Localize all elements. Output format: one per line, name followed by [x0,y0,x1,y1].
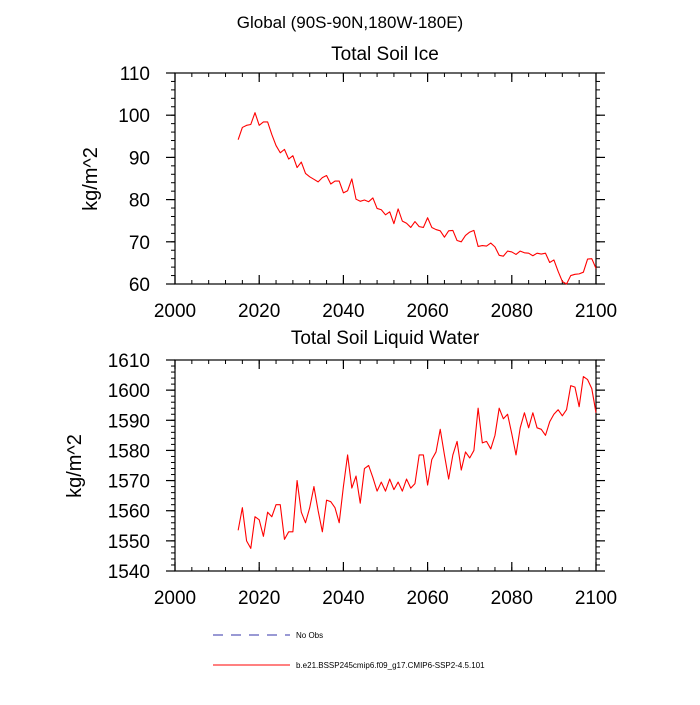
legend: No Obs b.e21.BSSP245cmip6.f09_g17.CMIP6-… [213,631,485,670]
x-tick-label: 2100 [575,301,617,322]
y-tick-label: 1550 [108,532,150,553]
x-tick-label: 2060 [406,588,448,609]
y-tick-label: 1570 [108,472,150,493]
y-tick-label: 80 [129,191,150,212]
y-tick-label: 90 [129,148,150,169]
y-axis-label-soil-ice: kg/m^2 [80,147,102,211]
legend-model-label: b.e21.BSSP245cmip6.f09_g17.CMIP6-SSP2-4.… [296,661,485,670]
page-title: Global (90S-90N,180W-180E) [237,13,463,32]
y-tick-label: 1600 [108,381,150,402]
y-tick-label: 1540 [108,562,150,583]
series-line [237,376,597,549]
plot-frame [174,72,597,285]
y-tick-label: 1560 [108,502,150,523]
x-tick-label: 2020 [238,301,280,322]
panel-title-soil-ice: Total Soil Ice [331,44,439,65]
y-tick-label: 1610 [108,351,150,372]
x-tick-label: 2080 [491,301,533,322]
y-tick-label: 110 [120,64,150,85]
y-tick-label: 1590 [108,411,150,432]
y-axis-label-soil-liquid-water: kg/m^2 [64,434,86,498]
y-tick-label: 60 [129,275,150,296]
soil-liquid-water-panel: Total Soil Liquid Water kg/m^2 2000 2020 2… [64,328,617,609]
x-tick-label: 2000 [154,588,196,609]
legend-obs-label: No Obs [296,631,323,640]
panel-title-soil-liquid-water: Total Soil Liquid Water [291,328,480,349]
plot-frame [174,359,597,572]
series-line [237,112,597,285]
x-tick-label: 2040 [322,301,364,322]
x-tick-label: 2000 [154,301,196,322]
x-tick-label: 2020 [238,588,280,609]
x-tick-label: 2080 [491,588,533,609]
x-tick-label: 2040 [322,588,364,609]
y-tick-label: 70 [129,233,150,254]
y-tick-label: 1580 [108,441,150,462]
soil-ice-panel: Total Soil Ice kg/m^2 2000 2020 2040 2060 20… [80,44,617,322]
x-tick-label: 2100 [575,588,617,609]
x-tick-label: 2060 [406,301,448,322]
y-tick-label: 100 [118,106,150,127]
